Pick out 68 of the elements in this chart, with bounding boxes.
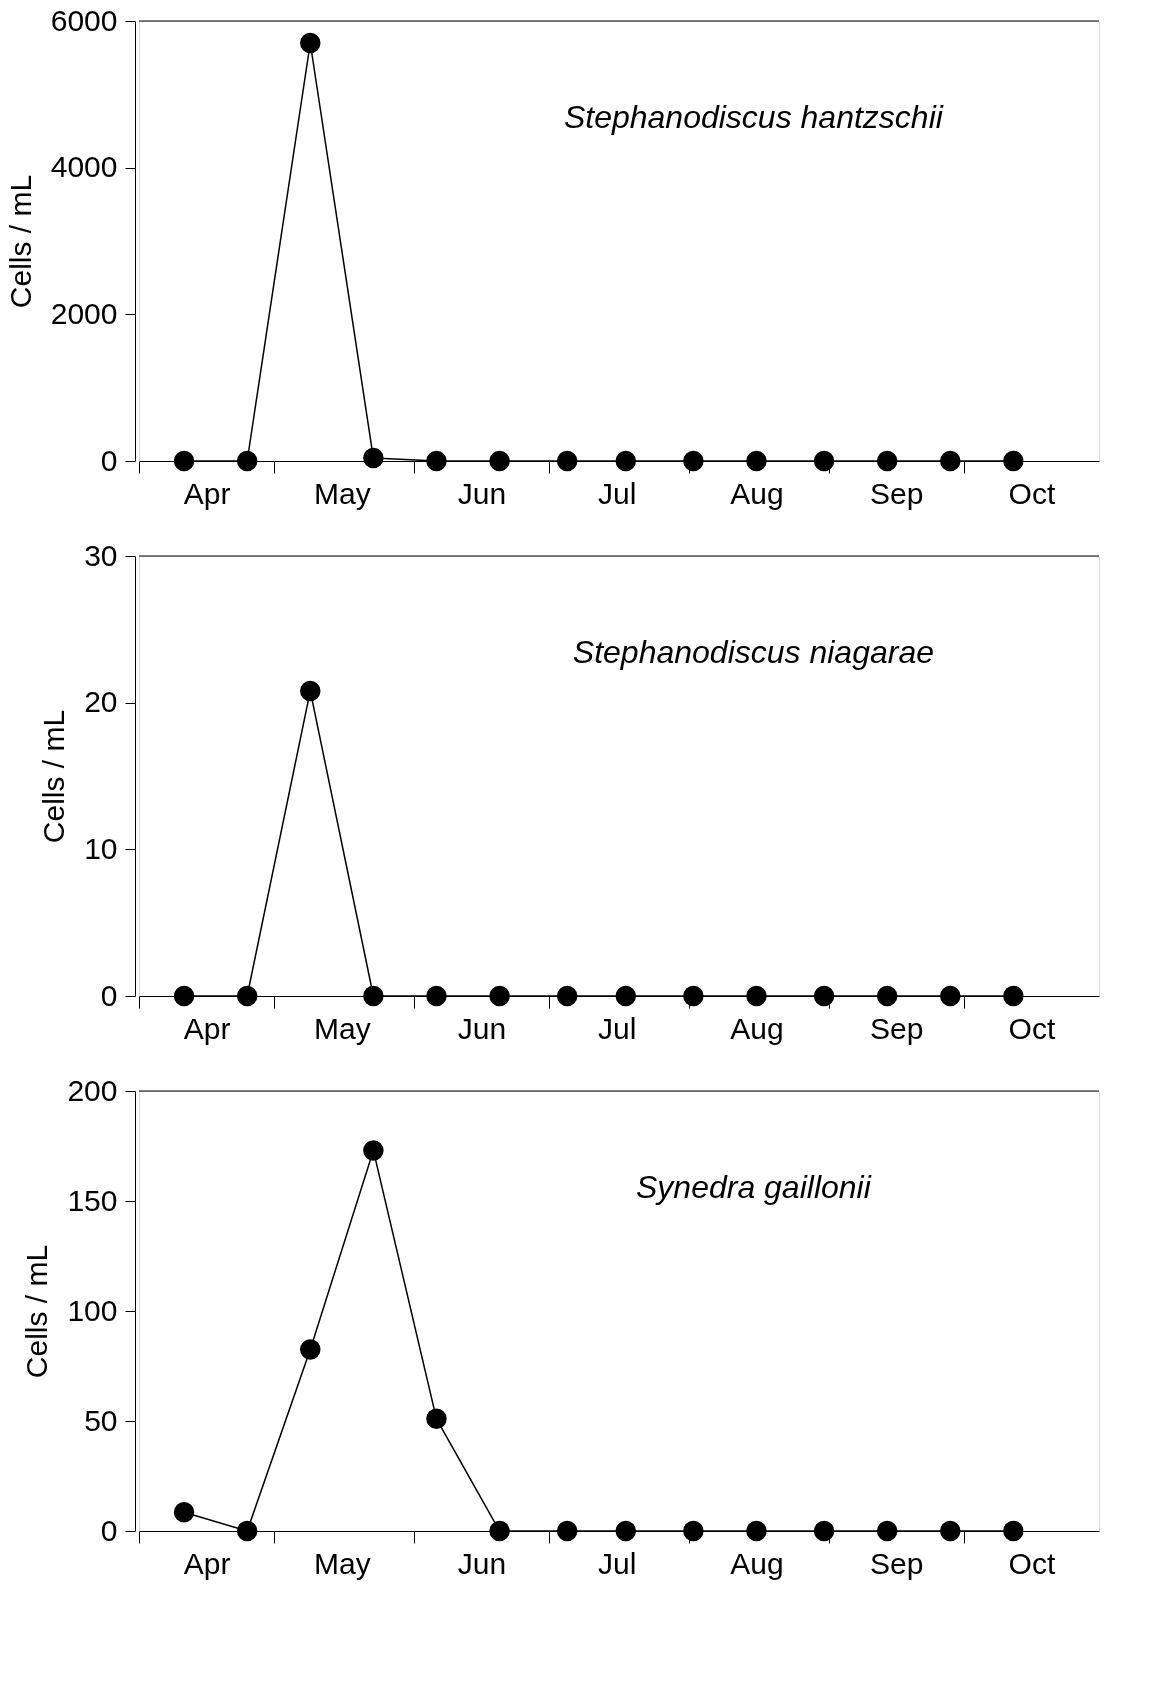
- point: [940, 1520, 961, 1542]
- y-tick-label: 100: [67, 1293, 118, 1327]
- point: [236, 450, 258, 472]
- y-axis-title: Cells / mL: [37, 709, 71, 844]
- point: [173, 450, 195, 472]
- point: [363, 447, 384, 469]
- text: Synedra gaillonii: [635, 1168, 872, 1205]
- x-tick-label: Jun: [457, 1011, 507, 1045]
- y-tick-label: 6000: [50, 3, 118, 37]
- y-tick-label: 0: [100, 443, 118, 477]
- point: [426, 1408, 447, 1430]
- point: [489, 450, 510, 472]
- y-tick-label: 20: [84, 685, 118, 719]
- point: [746, 450, 767, 472]
- point: [556, 1520, 578, 1542]
- text: Stephanodiscus niagarae: [572, 633, 934, 670]
- y-tick-label: 10: [84, 831, 118, 865]
- point: [236, 1520, 258, 1542]
- point: [683, 1520, 704, 1542]
- x-tick-label: Sep: [869, 1011, 924, 1045]
- point: [876, 450, 898, 472]
- x-tick-label: Jul: [598, 1546, 637, 1580]
- point: [615, 450, 637, 472]
- x-tick-label: May: [313, 1546, 371, 1580]
- point: [489, 1520, 510, 1542]
- x-tick-label: Jun: [457, 1546, 507, 1580]
- point: [1003, 450, 1024, 472]
- text: Stephanodiscus hantzschii: [563, 98, 944, 135]
- point: [683, 450, 704, 472]
- x-tick-label: Aug: [730, 476, 784, 510]
- y-tick-label: 0: [100, 978, 118, 1012]
- y-tick-label: 0: [100, 1513, 118, 1547]
- x-tick-label: Jun: [457, 476, 507, 510]
- y-tick-label: 4000: [50, 150, 118, 184]
- point: [173, 1502, 195, 1523]
- point: [813, 450, 835, 472]
- point: [940, 450, 961, 472]
- x-tick-label: May: [313, 476, 371, 510]
- point: [746, 1520, 767, 1542]
- point: [300, 32, 321, 54]
- x-tick-label: Aug: [730, 1546, 784, 1580]
- x-tick-label: May: [313, 1011, 371, 1045]
- point: [615, 1520, 637, 1542]
- x-tick-label: Apr: [183, 476, 231, 510]
- x-tick-label: Oct: [1008, 1546, 1056, 1580]
- x-tick-label: Jul: [598, 476, 637, 510]
- y-tick-label: 50: [84, 1403, 118, 1437]
- y-tick-label: 30: [84, 538, 118, 572]
- y-tick-label: 150: [67, 1183, 118, 1217]
- x-tick-label: Sep: [869, 1546, 924, 1580]
- point: [426, 450, 447, 472]
- x-tick-label: Oct: [1008, 476, 1056, 510]
- point: [876, 1520, 898, 1542]
- x-tick-label: Jul: [598, 1011, 637, 1045]
- point: [556, 450, 578, 472]
- x-tick-label: Sep: [869, 476, 924, 510]
- y-axis-title: Cells / mL: [20, 1244, 54, 1379]
- point: [813, 1520, 835, 1542]
- point: [1003, 1520, 1024, 1542]
- x-tick-label: Apr: [183, 1011, 231, 1045]
- x-tick-label: Aug: [730, 1011, 784, 1045]
- x-tick-label: Oct: [1008, 1011, 1056, 1045]
- point: [363, 1140, 384, 1161]
- point: [300, 1339, 321, 1360]
- x-tick-label: Apr: [183, 1546, 231, 1580]
- y-tick-label: 2000: [50, 296, 118, 330]
- y-tick-label: 200: [67, 1073, 118, 1107]
- y-axis-title: Cells / mL: [3, 174, 37, 309]
